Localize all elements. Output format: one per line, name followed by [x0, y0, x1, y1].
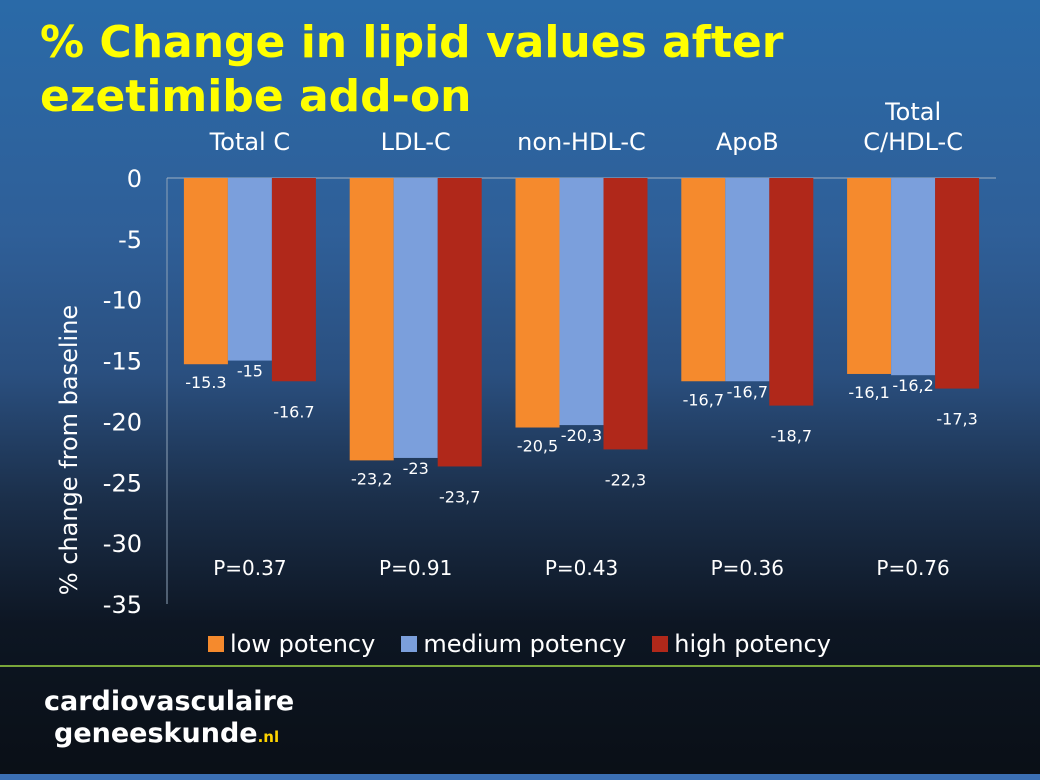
site-logo: cardiovasculaire geneeskunde.nl	[44, 686, 294, 753]
bar-high-potency	[935, 178, 980, 389]
y-tick-label: -35	[103, 591, 142, 619]
bar-medium-potency	[227, 178, 272, 361]
bar-high-potency	[603, 178, 648, 450]
data-label: -16,7	[683, 390, 724, 409]
category-label: C/HDL-C	[863, 128, 963, 156]
category-label: Total C	[209, 128, 290, 156]
legend-item-low: low potency	[208, 630, 375, 658]
y-tick-label: -5	[118, 226, 142, 254]
logo-line-1: cardiovasculaire	[44, 686, 295, 717]
logo-suffix: .nl	[257, 728, 280, 746]
bar-low-potency	[183, 178, 228, 365]
bar-low-potency	[847, 178, 892, 374]
data-label: -18,7	[771, 427, 812, 446]
category-label: Total	[884, 98, 941, 126]
data-label: -15.3	[185, 373, 226, 392]
footer-divider	[0, 665, 1040, 667]
data-label: -22,3	[605, 470, 646, 489]
p-value-label: P=0.43	[545, 556, 618, 580]
data-label: -15	[237, 362, 263, 381]
bar-medium-potency	[559, 178, 604, 426]
category-label: LDL-C	[381, 128, 451, 156]
data-label: -23,7	[439, 487, 480, 506]
data-label: -16.7	[273, 402, 314, 421]
y-tick-label: -20	[103, 408, 142, 436]
chart-title: % Change in lipid values after ezetimibe…	[40, 17, 784, 122]
legend-swatch-medium	[401, 636, 418, 652]
bar-chart: 0 -5 -10 -15 -20 -25 -30 -35 % change from basel…	[55, 98, 996, 619]
y-tick-label: 0	[127, 165, 142, 193]
y-axis-title: % change from baseline	[55, 305, 83, 595]
y-tick-label: -25	[103, 469, 142, 497]
bar-medium-potency	[393, 178, 438, 458]
y-tick-label: -10	[103, 287, 142, 315]
data-label: -17,3	[936, 410, 977, 429]
y-tick-label: -30	[103, 530, 142, 558]
data-label: -20,5	[517, 437, 558, 456]
bar-high-potency	[271, 178, 316, 382]
bar-low-potency	[515, 178, 560, 428]
legend-swatch-high	[652, 636, 669, 652]
legend-item-high: high potency	[652, 630, 831, 658]
legend-label-medium: medium potency	[423, 630, 627, 658]
bar-low-potency	[349, 178, 394, 461]
bar-high-potency	[769, 178, 814, 406]
data-label: -16,1	[848, 383, 889, 402]
p-value-label: P=0.36	[711, 556, 784, 580]
data-label: -16,7	[727, 382, 768, 401]
category-label: ApoB	[716, 128, 779, 156]
bottom-strip	[0, 774, 1040, 780]
data-label: -20,3	[561, 426, 602, 445]
category-label: non-HDL-C	[517, 128, 646, 156]
p-value-label: P=0.37	[213, 556, 286, 580]
p-value-label: P=0.91	[379, 556, 452, 580]
legend-item-medium: medium potency	[401, 630, 626, 658]
p-value-label: P=0.76	[876, 556, 949, 580]
bar-medium-potency	[891, 178, 936, 376]
bar-medium-potency	[725, 178, 770, 382]
data-label: -23	[403, 459, 429, 478]
data-label: -16,2	[892, 376, 933, 395]
chart-legend: low potency medium potency high potency	[208, 630, 831, 658]
data-label: -23,2	[351, 469, 392, 488]
bar-high-potency	[437, 178, 482, 467]
logo-line-2: geneeskunde.nl	[44, 718, 294, 753]
logo-word: geneeskunde	[54, 718, 258, 749]
legend-label-low: low potency	[230, 630, 376, 658]
bar-low-potency	[681, 178, 726, 382]
legend-swatch-low	[208, 636, 224, 652]
legend-label-high: high potency	[674, 630, 831, 658]
y-tick-label: -15	[103, 348, 142, 376]
